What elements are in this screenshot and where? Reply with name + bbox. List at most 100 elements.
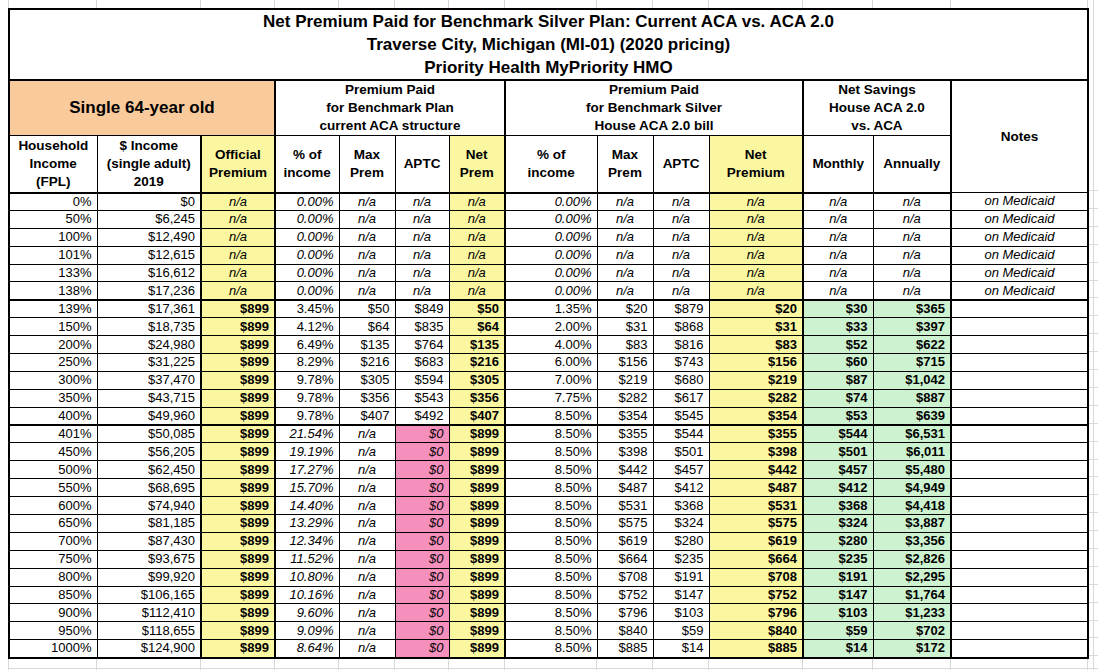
header-group-aca2[interactable]: Premium Paid for Benchmark Silver House … — [505, 80, 803, 136]
cell-savings-annually[interactable]: $639 — [873, 407, 951, 425]
cell-pct-income-aca2[interactable]: 8.50% — [505, 532, 597, 550]
cell-fpl[interactable]: 200% — [9, 336, 97, 354]
cell-max-prem-aca[interactable]: n/a — [339, 550, 395, 568]
cell-savings-monthly[interactable]: $52 — [803, 336, 873, 354]
header-max-prem-aca[interactable]: Max Prem — [339, 136, 395, 193]
cell-fpl[interactable]: 300% — [9, 371, 97, 389]
cell-aptc-aca2[interactable]: $191 — [653, 568, 709, 586]
cell-max-prem-aca[interactable]: n/a — [339, 246, 395, 264]
cell-fpl[interactable]: 650% — [9, 515, 97, 533]
cell-pct-income-aca[interactable]: 9.78% — [275, 371, 339, 389]
cell-official-premium[interactable]: $899 — [201, 586, 275, 604]
cell-max-prem-aca2[interactable]: n/a — [597, 246, 653, 264]
cell-max-prem-aca2[interactable]: n/a — [597, 210, 653, 228]
cell-net-premium-aca2[interactable]: $354 — [709, 407, 803, 425]
cell-net-prem-aca[interactable]: $899 — [449, 622, 505, 640]
cell-net-prem-aca[interactable]: $305 — [449, 371, 505, 389]
cell-savings-monthly[interactable]: n/a — [803, 282, 873, 300]
cell-pct-income-aca[interactable]: 0.00% — [275, 228, 339, 246]
cell-savings-annually[interactable]: n/a — [873, 210, 951, 228]
cell-pct-income-aca2[interactable]: 8.50% — [505, 407, 597, 425]
header-official-premium[interactable]: Official Premium — [201, 136, 275, 193]
header-fpl[interactable]: Household Income (FPL) — [9, 136, 97, 193]
cell-aptc-aca[interactable]: $0 — [395, 515, 449, 533]
cell-aptc-aca[interactable]: n/a — [395, 193, 449, 211]
cell-notes[interactable] — [951, 586, 1088, 604]
cell-pct-income-aca[interactable]: 14.40% — [275, 497, 339, 515]
cell-official-premium[interactable]: n/a — [201, 264, 275, 282]
cell-max-prem-aca[interactable]: n/a — [339, 568, 395, 586]
cell-notes[interactable] — [951, 443, 1088, 461]
cell-official-premium[interactable]: n/a — [201, 193, 275, 211]
cell-notes[interactable]: on Medicaid — [951, 246, 1088, 264]
cell-aptc-aca2[interactable]: n/a — [653, 193, 709, 211]
page-title[interactable]: Net Premium Paid for Benchmark Silver Pl… — [9, 9, 1088, 80]
cell-savings-monthly[interactable]: $191 — [803, 568, 873, 586]
cell-pct-income-aca2[interactable]: 6.00% — [505, 354, 597, 372]
cell-pct-income-aca[interactable]: 15.70% — [275, 479, 339, 497]
cell-notes[interactable]: on Medicaid — [951, 228, 1088, 246]
cell-pct-income-aca[interactable]: 9.78% — [275, 389, 339, 407]
cell-aptc-aca[interactable]: $0 — [395, 479, 449, 497]
cell-notes[interactable] — [951, 389, 1088, 407]
cell-net-prem-aca[interactable]: $407 — [449, 407, 505, 425]
cell-aptc-aca2[interactable]: $868 — [653, 318, 709, 336]
cell-pct-income-aca[interactable]: 6.49% — [275, 336, 339, 354]
cell-net-prem-aca[interactable]: $899 — [449, 479, 505, 497]
cell-official-premium[interactable]: n/a — [201, 210, 275, 228]
cell-net-premium-aca2[interactable]: $752 — [709, 586, 803, 604]
cell-savings-annually[interactable]: $1,233 — [873, 604, 951, 622]
cell-max-prem-aca2[interactable]: $487 — [597, 479, 653, 497]
cell-notes[interactable] — [951, 318, 1088, 336]
cell-notes[interactable] — [951, 479, 1088, 497]
cell-notes[interactable] — [951, 568, 1088, 586]
cell-pct-income-aca[interactable]: 9.78% — [275, 407, 339, 425]
cell-pct-income-aca[interactable]: 8.29% — [275, 354, 339, 372]
cell-max-prem-aca[interactable]: n/a — [339, 640, 395, 658]
cell-official-premium[interactable]: n/a — [201, 282, 275, 300]
cell-official-premium[interactable]: $899 — [201, 479, 275, 497]
cell-savings-monthly[interactable]: $60 — [803, 354, 873, 372]
cell-net-prem-aca[interactable]: n/a — [449, 210, 505, 228]
cell-savings-annually[interactable]: $887 — [873, 389, 951, 407]
cell-fpl[interactable]: 250% — [9, 354, 97, 372]
cell-official-premium[interactable]: $899 — [201, 407, 275, 425]
cell-pct-income-aca2[interactable]: 8.50% — [505, 622, 597, 640]
cell-pct-income-aca2[interactable]: 8.50% — [505, 640, 597, 658]
cell-income[interactable]: $43,715 — [97, 389, 201, 407]
cell-aptc-aca[interactable]: $0 — [395, 640, 449, 658]
cell-savings-annually[interactable]: $715 — [873, 354, 951, 372]
cell-savings-annually[interactable]: $6,011 — [873, 443, 951, 461]
cell-net-premium-aca2[interactable]: $619 — [709, 532, 803, 550]
cell-fpl[interactable]: 600% — [9, 497, 97, 515]
cell-aptc-aca2[interactable]: $412 — [653, 479, 709, 497]
cell-max-prem-aca2[interactable]: $664 — [597, 550, 653, 568]
cell-aptc-aca[interactable]: $0 — [395, 568, 449, 586]
cell-net-prem-aca[interactable]: n/a — [449, 264, 505, 282]
cell-income[interactable]: $24,980 — [97, 336, 201, 354]
header-savings-annually[interactable]: Annually — [873, 136, 951, 193]
cell-income[interactable]: $12,490 — [97, 228, 201, 246]
cell-net-premium-aca2[interactable]: $83 — [709, 336, 803, 354]
cell-pct-income-aca2[interactable]: 8.50% — [505, 604, 597, 622]
cell-max-prem-aca2[interactable]: $354 — [597, 407, 653, 425]
cell-aptc-aca2[interactable]: $14 — [653, 640, 709, 658]
cell-aptc-aca[interactable]: $849 — [395, 300, 449, 318]
header-pct-income-aca[interactable]: % of income — [275, 136, 339, 193]
cell-savings-annually[interactable]: $365 — [873, 300, 951, 318]
cell-official-premium[interactable]: $899 — [201, 568, 275, 586]
cell-net-premium-aca2[interactable]: $219 — [709, 371, 803, 389]
cell-savings-annually[interactable]: $2,295 — [873, 568, 951, 586]
cell-max-prem-aca[interactable]: $135 — [339, 336, 395, 354]
cell-aptc-aca[interactable]: $764 — [395, 336, 449, 354]
cell-aptc-aca[interactable]: $683 — [395, 354, 449, 372]
cell-fpl[interactable]: 950% — [9, 622, 97, 640]
cell-pct-income-aca[interactable]: 0.00% — [275, 193, 339, 211]
cell-savings-annually[interactable]: n/a — [873, 228, 951, 246]
cell-pct-income-aca[interactable]: 0.00% — [275, 210, 339, 228]
cell-pct-income-aca2[interactable]: 7.00% — [505, 371, 597, 389]
cell-savings-monthly[interactable]: n/a — [803, 228, 873, 246]
cell-official-premium[interactable]: $899 — [201, 336, 275, 354]
cell-official-premium[interactable]: $899 — [201, 640, 275, 658]
cell-fpl[interactable]: 700% — [9, 532, 97, 550]
